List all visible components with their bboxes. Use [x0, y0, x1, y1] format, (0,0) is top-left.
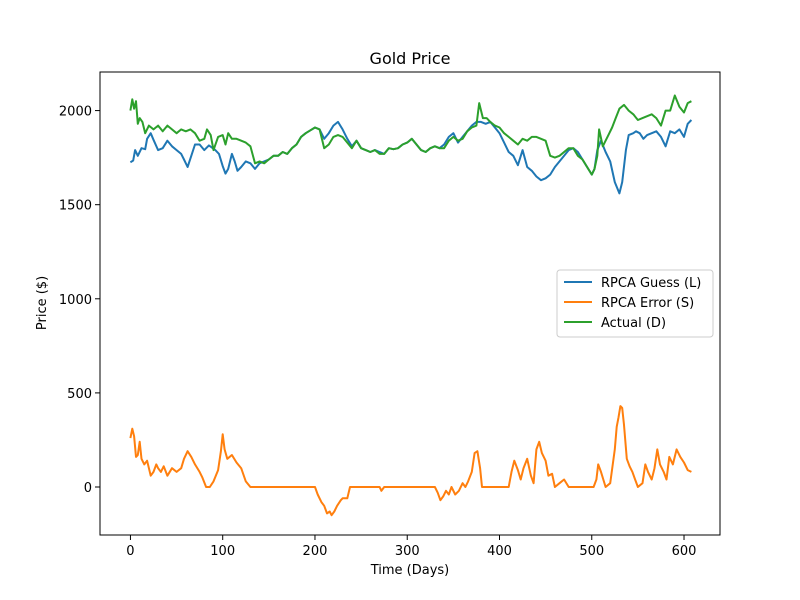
y-tick-label: 2000: [59, 105, 92, 120]
x-tick-label: 300: [395, 544, 420, 559]
legend-label-rpca-guess: RPCA Guess (L): [601, 276, 701, 291]
series-layer: [129, 94, 693, 517]
legend-label-rpca-error: RPCA Error (S): [601, 296, 694, 311]
y-tick-label: 0: [84, 481, 92, 496]
x-axis: 0 100 200 300 400 500 600: [126, 535, 696, 559]
y-axis: 0 500 1000 1500 2000: [59, 105, 100, 496]
x-tick-label: 100: [210, 544, 235, 559]
y-tick-label: 1000: [59, 293, 92, 308]
x-tick-label: 500: [579, 544, 604, 559]
y-tick-label: 500: [67, 387, 92, 402]
series-line-rpca-error-s: [129, 405, 692, 517]
legend-box: [556, 269, 714, 338]
x-axis-label: Time (Days): [370, 563, 450, 578]
chart-title: Gold Price: [370, 49, 451, 68]
x-tick-label: 0: [126, 544, 134, 559]
plot-frame: [99, 71, 721, 536]
legend: RPCA Guess (L) RPCA Error (S) Actual (D): [556, 269, 714, 338]
legend-label-actual: Actual (D): [601, 316, 666, 331]
plot-area: [99, 71, 721, 536]
x-tick-label: 200: [303, 544, 328, 559]
y-axis-label: Price ($): [35, 276, 50, 330]
x-tick-label: 600: [672, 544, 697, 559]
y-tick-label: 1500: [59, 199, 92, 214]
series-line-actual-d: [129, 94, 692, 176]
x-tick-label: 400: [487, 544, 512, 559]
series-line-rpca-guess-l: [129, 119, 693, 195]
